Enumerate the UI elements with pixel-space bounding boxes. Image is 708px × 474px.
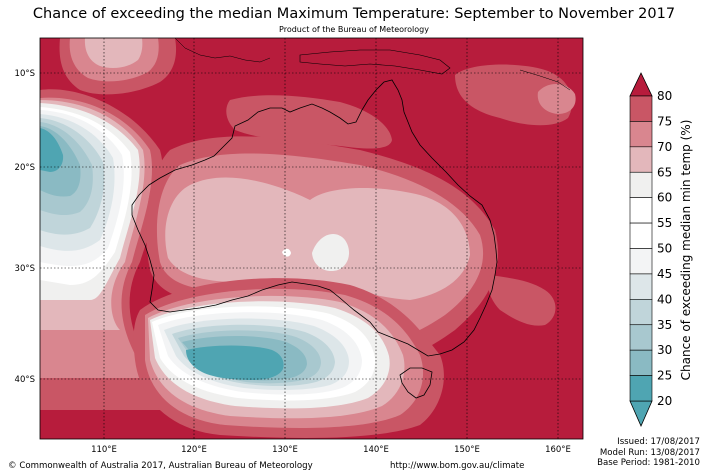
lat-tick-40s: 40°S [15,375,35,385]
colorbar-cell-5 [629,222,653,249]
colorbar-cell-10 [629,349,653,376]
colorbar-cells [629,95,653,402]
colorbar-tick-20: 20 [657,394,672,408]
colorbar-tick-30: 30 [657,343,672,357]
colorbar-tick-40: 40 [657,292,672,306]
issued-date: Issued: 17/08/2017 [617,437,700,447]
colorbar-tick-75: 75 [657,114,672,128]
lat-tick-labels: 10°S 20°S 30°S 40°S [15,69,35,385]
colorbar-tick-50: 50 [657,242,672,256]
lat-tick-10s: 10°S [15,69,35,79]
indonesia-coastline [174,38,271,63]
lon-tick-150e: 150°E [454,445,480,455]
map-gridlines [40,38,583,439]
model-run-date: Model Run: 13/08/2017 [599,447,700,458]
band-60-north-west [84,38,143,68]
map-frame [39,37,584,440]
lon-tick-130e: 130°E [272,445,298,455]
colorbar-tick-55: 55 [657,216,672,230]
band-60-inland [165,177,470,300]
colorbar-cell-1 [629,121,653,148]
colorbar-tick-70: 70 [657,140,672,154]
colorbar-min-arrow [629,400,653,427]
lon-tick-160e: 160°E [545,445,571,455]
band-70-east-coast [488,275,556,326]
colorbar-cell-0 [629,95,653,122]
band-65-north-east [537,83,576,114]
colorbar-cell-11 [629,375,653,402]
band-20-south [186,345,284,380]
australia-coastline [131,79,498,357]
colorbar-cell-7 [629,273,653,300]
page-title: Chance of exceeding the median Maximum T… [32,6,676,22]
lon-tick-110e: 110°E [91,445,117,455]
colorbar-tick-45: 45 [657,267,672,281]
colorbar: 80 75 70 65 60 55 50 45 40 35 30 25 20 Chance of exc… [629,72,693,427]
copyright-text: © Commonwealth of Australia 2017, Austra… [8,461,313,471]
colorbar-tick-65: 65 [657,165,672,179]
band-20-west [40,128,64,172]
tasmania-coastline [399,367,433,399]
colorbar-cell-4 [629,197,653,224]
band-50-inland-spot [282,248,291,257]
lat-tick-30s: 30°S [15,264,35,274]
colorbar-tick-labels: 80 75 70 65 60 55 50 45 40 35 30 25 20 [657,89,672,408]
source-url: http://www.bom.gov.au/climate [390,461,525,471]
colorbar-cell-8 [629,299,653,326]
colorbar-cell-3 [629,171,653,198]
issue-info: Issued: 17/08/2017 Model Run: 13/08/2017… [597,437,700,469]
new-guinea-coastline [299,49,451,75]
colorbar-cell-6 [629,248,653,275]
page-subtitle: Product of the Bureau of Meteorology [279,25,429,34]
colorbar-tick-35: 35 [657,318,672,332]
band-55-inland-spot [312,234,350,272]
colorbar-tick-60: 60 [657,191,672,205]
lon-tick-140e: 140°E [363,445,389,455]
band-70-north-east [455,64,573,126]
lon-tick-labels: 110°E 120°E 130°E 140°E 150°E 160°E [91,445,571,455]
colorbar-label: Chance of exceeding median min temp (%) [679,120,693,381]
colorbar-cell-2 [629,146,653,173]
colorbar-tick-25: 25 [657,369,672,383]
base-period: Base Period: 1981-2010 [597,458,700,468]
probability-map [40,38,583,439]
lat-tick-20s: 20°S [15,163,35,173]
colorbar-cell-9 [629,324,653,351]
lon-tick-120e: 120°E [181,445,207,455]
colorbar-max-arrow [629,72,653,97]
colorbar-tick-80: 80 [657,89,672,103]
